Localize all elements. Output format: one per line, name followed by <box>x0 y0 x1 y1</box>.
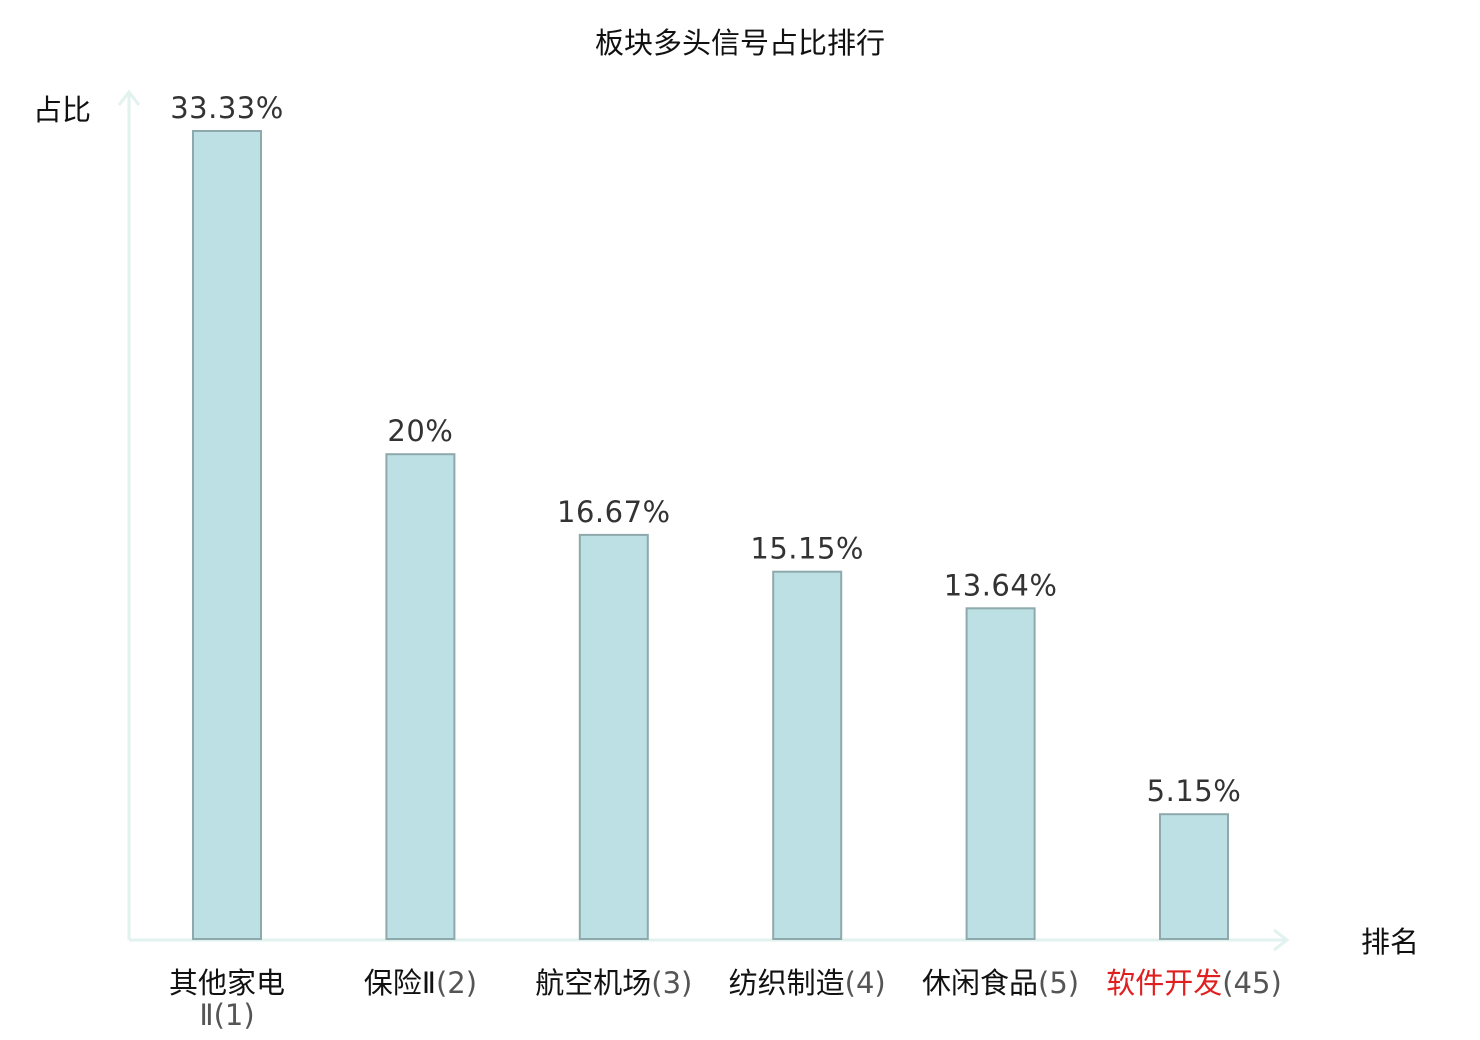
bar <box>965 607 1036 940</box>
category-label: 软件开发(45) <box>1106 966 1282 1000</box>
bar <box>385 453 456 940</box>
bar <box>578 533 649 941</box>
bar-value-label: 13.64% <box>944 568 1058 602</box>
bar-value-label: 16.67% <box>557 495 671 529</box>
category-name: 纺织制造 <box>729 966 845 1000</box>
y-axis-title: 占比 <box>33 93 91 127</box>
bars-group <box>192 130 1229 941</box>
category-rank: (5) <box>1038 966 1079 1000</box>
bar <box>192 130 262 940</box>
category-label: 保险Ⅱ(2) <box>364 966 477 1000</box>
category-name: 保险Ⅱ <box>364 966 436 1000</box>
category-label-line2: Ⅱ(1) <box>199 998 254 1032</box>
bar <box>1159 813 1229 941</box>
category-name: 休闲食品 <box>922 966 1038 1000</box>
category-rank: (2) <box>436 966 477 1000</box>
x-axis <box>129 928 1290 952</box>
category-rank: (45) <box>1222 966 1282 1000</box>
bar-value-label: 33.33% <box>170 91 284 125</box>
category-name: 航空机场 <box>535 966 651 1000</box>
bar-value-label: 20% <box>387 414 453 448</box>
chart-title: 板块多头信号占比排行 <box>595 26 885 60</box>
category-name: 软件开发 <box>1106 966 1222 1000</box>
category-label: 其他家电 <box>169 966 285 1000</box>
bar-value-label: 15.15% <box>750 532 864 566</box>
category-label: 航空机场(3) <box>535 966 692 1000</box>
category-rank: (3) <box>651 966 692 1000</box>
value-labels-group: 33.33% 20% 16.67% 15.15% 13.64% 5.15% <box>170 91 1241 808</box>
category-label: 纺织制造(4) <box>729 966 886 1000</box>
x-axis-title: 排名 <box>1361 925 1419 959</box>
bar <box>772 570 843 940</box>
bar-value-label: 5.15% <box>1147 774 1242 808</box>
category-label: 休闲食品(5) <box>922 966 1079 1000</box>
y-axis <box>117 89 141 940</box>
category-rank: (4) <box>845 966 886 1000</box>
